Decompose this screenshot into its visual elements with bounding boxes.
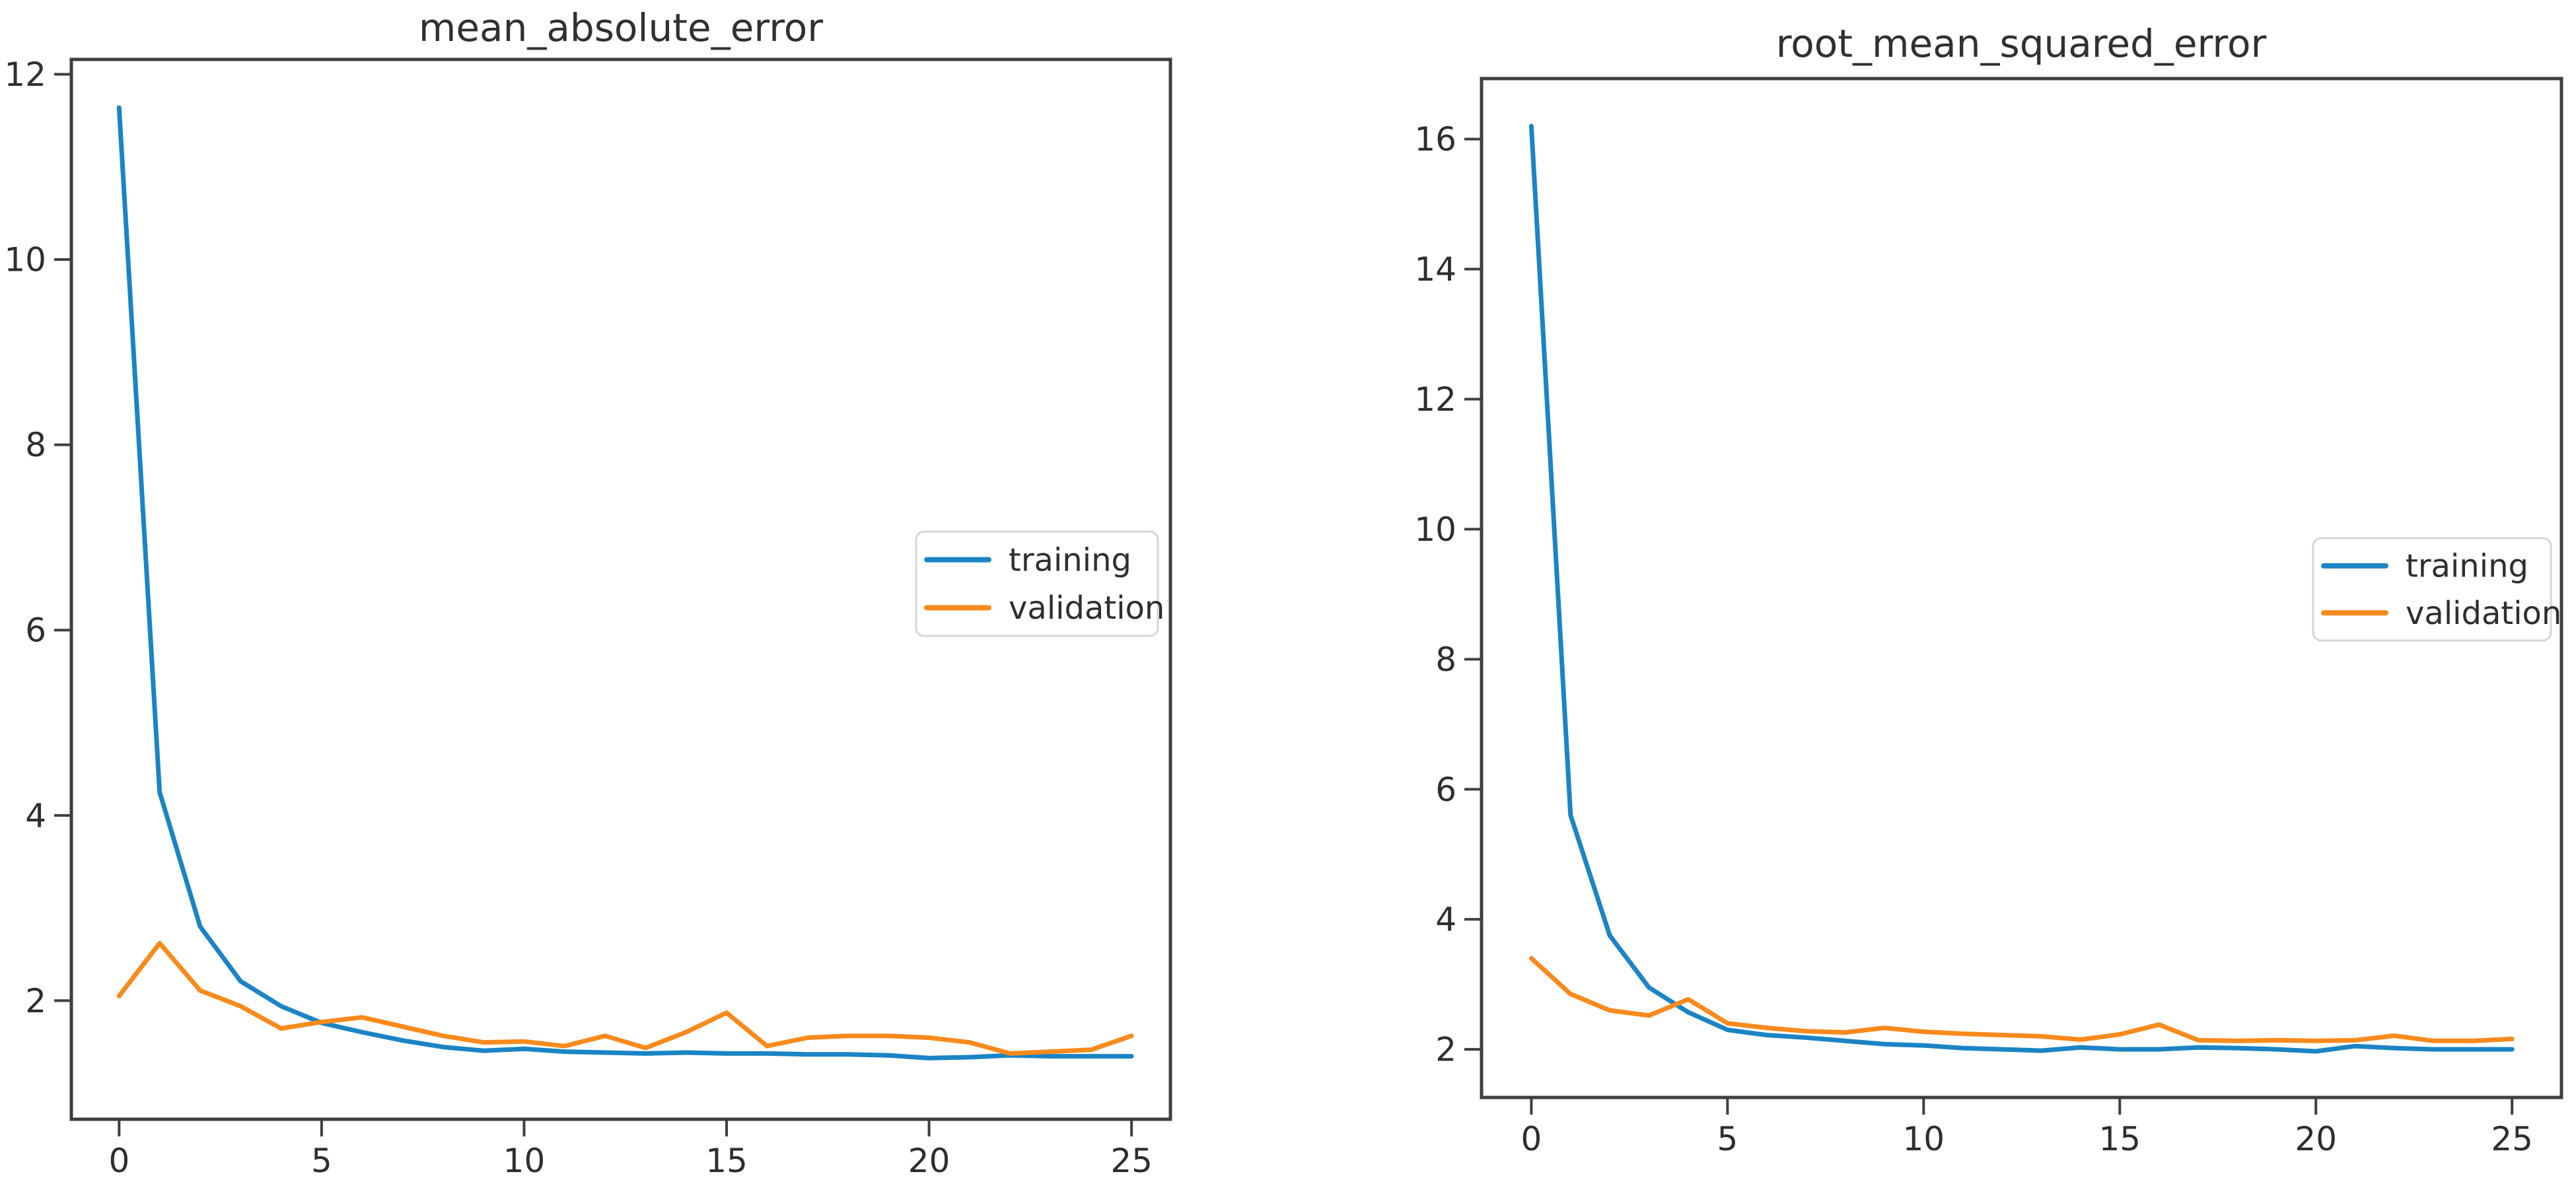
- x-tick-label: 5: [311, 1142, 332, 1180]
- training-line: [116, 105, 1134, 1060]
- legend-label-validation: validation: [2406, 595, 2561, 632]
- y-tick-label: 4: [1435, 901, 1456, 939]
- y-tick-label: 10: [4, 241, 46, 279]
- y-tick-label: 16: [1414, 120, 1456, 158]
- plot-box: [69, 57, 1172, 1121]
- x-tick-label: 5: [1717, 1120, 1738, 1158]
- chart-title: mean_absolute_error: [419, 5, 823, 50]
- y-tick-label: 12: [4, 55, 46, 94]
- y-tick-label: 12: [1414, 380, 1456, 419]
- legend-label-training: training: [2406, 548, 2528, 585]
- y-tick-label: 14: [1414, 250, 1456, 289]
- y-tick-label: 2: [1435, 1031, 1456, 1069]
- chart-root-mean-squared-error: root_mean_squared_error 0 5 10 15 20 25 2 4 6 8 10…: [1414, 21, 2563, 1158]
- chart-mean-absolute-error: mean_absolute_error 0 5 10 15 20 25 2 4 6 8 10 12 tr…: [4, 5, 1172, 1180]
- training-line: [1528, 123, 2515, 1054]
- x-tick-label: 15: [2098, 1120, 2141, 1158]
- y-tick-label: 2: [25, 982, 46, 1020]
- x-tick-label: 15: [705, 1142, 748, 1180]
- x-tick-label: 20: [908, 1142, 950, 1180]
- x-tick-label: 10: [1903, 1120, 1945, 1158]
- x-tick-label: 0: [1521, 1120, 1542, 1158]
- y-tick-label: 6: [25, 611, 46, 650]
- legend-label-validation: validation: [1009, 590, 1164, 627]
- x-tick-label: 20: [2295, 1120, 2337, 1158]
- y-tick-label: 8: [1435, 641, 1456, 679]
- y-tick-label: 6: [1435, 771, 1456, 809]
- x-tick-label: 10: [503, 1142, 546, 1180]
- y-tick-label: 4: [25, 796, 46, 835]
- x-tick-label: 0: [108, 1142, 129, 1180]
- x-tick-label: 25: [2491, 1120, 2533, 1158]
- validation-line: [116, 940, 1134, 1056]
- legend-label-training: training: [1009, 541, 1131, 578]
- x-tick-label: 25: [1110, 1142, 1153, 1180]
- validation-line: [1528, 955, 2515, 1043]
- plot-box: [1480, 77, 2563, 1099]
- y-tick-label: 10: [1414, 510, 1456, 549]
- chart-title: root_mean_squared_error: [1776, 21, 2267, 66]
- y-tick-label: 8: [25, 426, 46, 464]
